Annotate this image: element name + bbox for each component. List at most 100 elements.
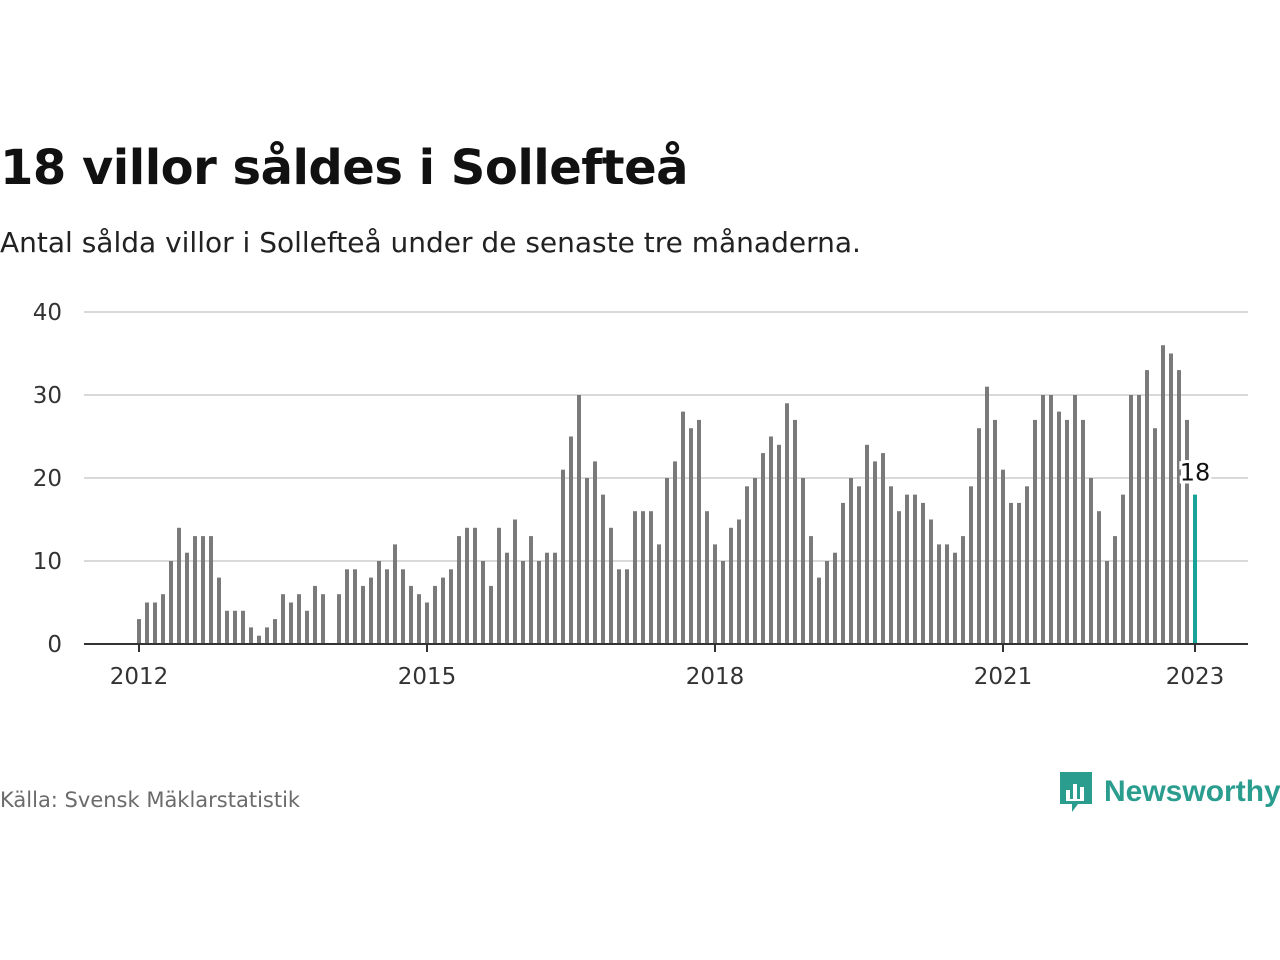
- bar: [681, 411, 685, 644]
- y-tick-label: 30: [33, 383, 62, 409]
- x-tick-label: 2021: [974, 664, 1033, 690]
- bar: [369, 577, 373, 644]
- bar: [481, 561, 485, 644]
- bar: [553, 552, 557, 644]
- bar: [953, 552, 957, 644]
- chart-subtitle: Antal sålda villor i Sollefteå under de …: [0, 226, 861, 259]
- highlight-bar: [1193, 494, 1197, 644]
- bar: [745, 486, 749, 644]
- bar: [1065, 419, 1069, 644]
- bar: [721, 561, 725, 644]
- bar: [665, 478, 669, 644]
- bar: [201, 536, 205, 644]
- bar: [1137, 395, 1141, 644]
- bar: [753, 478, 757, 644]
- brand-name: Newsworthy: [1104, 775, 1280, 808]
- bar: [865, 444, 869, 644]
- bar: [657, 544, 661, 644]
- bar: [313, 585, 317, 644]
- highlight-annotation: 18: [1177, 456, 1214, 490]
- bar: [1033, 419, 1037, 644]
- bar: [897, 511, 901, 644]
- bar: [833, 552, 837, 644]
- bar: [385, 569, 389, 644]
- bar: [1105, 561, 1109, 644]
- bar: [169, 561, 173, 644]
- bar: [353, 569, 357, 644]
- x-tick-label: 2012: [110, 664, 169, 690]
- bar: [433, 585, 437, 644]
- bar: [337, 594, 341, 644]
- bar: [1089, 478, 1093, 644]
- bar: [937, 544, 941, 644]
- bar: [233, 610, 237, 644]
- bars: [137, 345, 1197, 644]
- highlight-value-label: 18: [1180, 459, 1211, 487]
- bar: [137, 619, 141, 644]
- bar: [281, 594, 285, 644]
- bar: [393, 544, 397, 644]
- bar: [1001, 469, 1005, 644]
- bar: [857, 486, 861, 644]
- bar: [297, 594, 301, 644]
- bar: [273, 619, 277, 644]
- bar: [569, 436, 573, 644]
- bar: [177, 527, 181, 644]
- bar: [697, 419, 701, 644]
- y-tick-label: 20: [33, 466, 62, 492]
- bar: [521, 561, 525, 644]
- bar: [825, 561, 829, 644]
- y-tick-labels: 0 10 20 30 40: [33, 300, 62, 658]
- bar: [921, 502, 925, 644]
- bar: [649, 511, 653, 644]
- bar: [905, 494, 909, 644]
- bar: [457, 536, 461, 644]
- bar: [601, 494, 605, 644]
- bar: [1049, 395, 1053, 644]
- y-tick-label: 40: [33, 300, 62, 326]
- bar: [465, 527, 469, 644]
- bar: [265, 627, 269, 644]
- bar: [145, 602, 149, 644]
- bar: [673, 461, 677, 644]
- brand-logo[interactable]: Newsworthy: [1058, 770, 1280, 814]
- bar: [641, 511, 645, 644]
- bar: [929, 519, 933, 644]
- bar: [585, 478, 589, 644]
- bar: [761, 453, 765, 644]
- bar: [153, 602, 157, 644]
- bar: [1185, 419, 1189, 644]
- bar: [417, 594, 421, 644]
- bar: [161, 594, 165, 644]
- source-label: Källa: Svensk Mäklarstatistik: [0, 788, 301, 812]
- bar: [561, 469, 565, 644]
- bar: [289, 602, 293, 644]
- bar: [625, 569, 629, 644]
- bar: [257, 635, 261, 644]
- bar: [1121, 494, 1125, 644]
- bar: [241, 610, 245, 644]
- bar: [873, 461, 877, 644]
- bar: [945, 544, 949, 644]
- bar: [537, 561, 541, 644]
- bar: [377, 561, 381, 644]
- bar: [1161, 345, 1165, 644]
- bar: [993, 419, 997, 644]
- bar: [769, 436, 773, 644]
- bar: [577, 395, 581, 644]
- bar: [505, 552, 509, 644]
- bar: [361, 585, 365, 644]
- bar: [809, 536, 813, 644]
- bar: [977, 428, 981, 644]
- bar: [217, 577, 221, 644]
- bar: [1009, 502, 1013, 644]
- bar: [881, 453, 885, 644]
- bar: [617, 569, 621, 644]
- bar: [497, 527, 501, 644]
- chart-title: 18 villor såldes i Sollefteå: [0, 140, 689, 196]
- bar: [633, 511, 637, 644]
- x-tick-labels: 2012 2015 2018 2021 2023: [110, 644, 1224, 690]
- newsworthy-logo-icon: [1060, 772, 1092, 812]
- bar: [225, 610, 229, 644]
- bar: [1081, 419, 1085, 644]
